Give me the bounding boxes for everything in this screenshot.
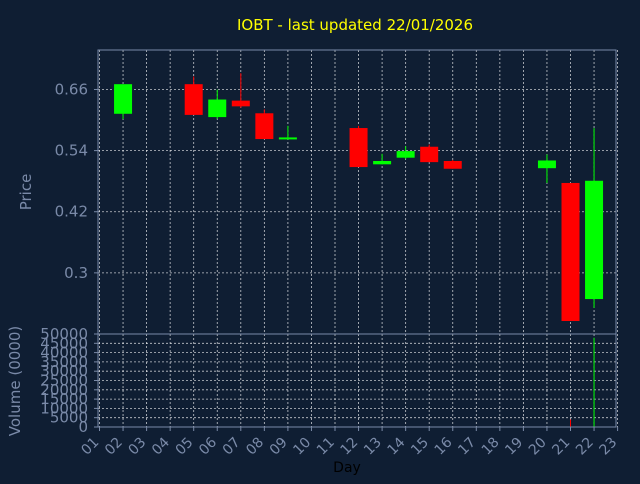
candle-16 bbox=[443, 159, 462, 169]
volume-tick-label: 15000 bbox=[40, 390, 88, 408]
x-tick-label: 03 bbox=[126, 435, 150, 459]
candle-body bbox=[184, 84, 203, 115]
candle-body bbox=[231, 100, 250, 107]
x-tick-label: 10 bbox=[290, 435, 314, 459]
volume-tick-label: 0 bbox=[78, 418, 88, 436]
candle-08 bbox=[255, 109, 274, 140]
candle-body bbox=[114, 84, 133, 114]
x-tick-label: 02 bbox=[102, 435, 126, 459]
x-tick-label: 14 bbox=[385, 434, 409, 458]
candle-09 bbox=[278, 125, 297, 140]
chart-title: IOBT - last updated 22/01/2026 bbox=[237, 16, 473, 34]
candle-07 bbox=[231, 73, 250, 108]
x-tick-label: 11 bbox=[314, 435, 338, 459]
candle-14 bbox=[396, 146, 415, 159]
candle-20 bbox=[537, 154, 556, 183]
candle-06 bbox=[208, 89, 227, 119]
volume-tick-label: 50000 bbox=[40, 325, 88, 343]
x-tick-label: 23 bbox=[597, 435, 621, 459]
x-tick-label: 05 bbox=[173, 435, 197, 459]
x-tick-label: 08 bbox=[243, 435, 267, 459]
x-tick-label: 09 bbox=[267, 435, 291, 459]
x-tick-label: 17 bbox=[455, 435, 479, 459]
candle-body bbox=[396, 151, 415, 158]
candle-body bbox=[255, 113, 274, 140]
candle-body bbox=[537, 160, 556, 169]
candle-15 bbox=[420, 144, 439, 163]
volume-tick-label: 40000 bbox=[40, 344, 88, 362]
x-tick-label: 16 bbox=[432, 434, 456, 458]
y-tick-label: 0.66 bbox=[55, 80, 88, 98]
volume-tick-label: 10000 bbox=[40, 399, 88, 417]
x-tick-label: 07 bbox=[220, 435, 244, 459]
candle-body bbox=[373, 161, 392, 165]
volume-tick-label: 25000 bbox=[40, 372, 88, 390]
y-tick-label: 0.42 bbox=[55, 203, 88, 221]
x-tick-label: 13 bbox=[361, 435, 385, 459]
volume-tick-label: 5000 bbox=[50, 409, 88, 427]
x-tick-label: 01 bbox=[78, 435, 102, 459]
candle-22 bbox=[585, 128, 604, 308]
volume-plot-area bbox=[97, 333, 617, 428]
y-axis-label-volume: Volume (0000) bbox=[6, 326, 24, 436]
y-tick-label: 0.54 bbox=[55, 142, 88, 160]
x-axis-label-day: Day bbox=[333, 460, 361, 476]
x-tick-label: 21 bbox=[549, 435, 573, 459]
y-axis-label-price: Price bbox=[17, 174, 35, 211]
candle-12 bbox=[349, 125, 368, 168]
candle-13 bbox=[373, 153, 392, 165]
volume-tick-label: 35000 bbox=[40, 353, 88, 371]
candle-02 bbox=[114, 84, 133, 120]
candle-21 bbox=[561, 182, 580, 322]
candle-body bbox=[585, 180, 604, 300]
candle-body bbox=[278, 137, 297, 140]
y-tick-label: 0.3 bbox=[64, 264, 88, 282]
candle-body bbox=[561, 182, 580, 322]
volume-tick-label: 20000 bbox=[40, 381, 88, 399]
x-tick-label: 15 bbox=[408, 435, 432, 459]
x-tick-label: 20 bbox=[526, 435, 550, 459]
x-tick-label: 19 bbox=[502, 435, 526, 459]
price-plot-area bbox=[97, 49, 617, 335]
candle-body bbox=[443, 161, 462, 169]
x-tick-label: 22 bbox=[573, 435, 597, 459]
x-tick-label: 18 bbox=[479, 435, 503, 459]
candle-body bbox=[208, 99, 227, 118]
candle-body bbox=[420, 146, 439, 163]
volume-tick-label: 30000 bbox=[40, 362, 88, 380]
candle-body bbox=[349, 128, 368, 168]
x-tick-label: 12 bbox=[337, 435, 361, 459]
candle-05 bbox=[184, 76, 203, 115]
x-tick-label: 04 bbox=[149, 434, 173, 458]
x-tick-label: 06 bbox=[196, 434, 220, 458]
volume-tick-label: 45000 bbox=[40, 334, 88, 352]
